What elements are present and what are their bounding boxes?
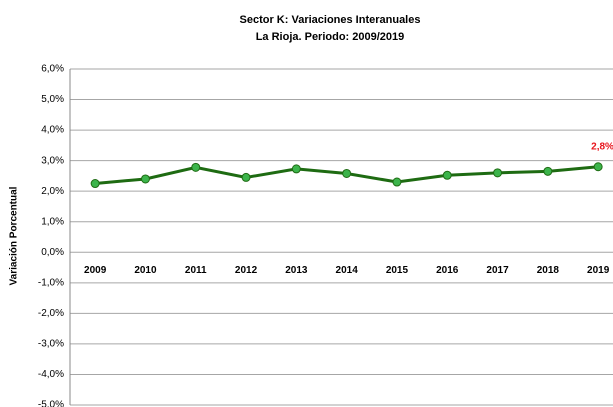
y-tick-label: -5,0% [38, 400, 64, 407]
point [392, 177, 402, 187]
point [493, 168, 503, 178]
y-tick-label: 4,0% [41, 125, 64, 136]
y-axis-label: Variación Porcentual [9, 186, 20, 285]
point [442, 170, 452, 180]
x-tick-label: 2015 [386, 265, 409, 276]
x-tick-label: 2011 [185, 265, 207, 276]
point [593, 162, 603, 172]
point [140, 174, 150, 184]
y-tick-label: 5,0% [41, 94, 64, 105]
point [543, 166, 553, 176]
x-tick-label: 2013 [285, 265, 308, 276]
chart-title: Sector K: Variaciones Interanuales [240, 14, 421, 26]
y-tick-label: -1,0% [38, 277, 64, 288]
point [191, 162, 201, 172]
point [90, 179, 100, 189]
y-tick-label: 6,0% [41, 64, 64, 75]
y-tick-label: 1,0% [41, 216, 64, 227]
x-tick-label: 2009 [84, 265, 107, 276]
y-tick-label: 0,0% [41, 247, 64, 258]
point [241, 172, 251, 182]
data-label: 2,8% [591, 141, 613, 152]
x-tick-label: 2019 [587, 265, 610, 276]
x-tick-label: 2017 [486, 265, 509, 276]
y-tick-label: -2,0% [38, 308, 64, 319]
x-tick-label: 2014 [336, 265, 359, 276]
x-tick-label: 2010 [134, 265, 157, 276]
x-tick-label: 2018 [537, 265, 560, 276]
y-tick-label: -4,0% [38, 369, 64, 380]
y-tick-label: 2,0% [41, 186, 64, 197]
y-tick-label: -3,0% [38, 339, 64, 350]
point [342, 168, 352, 178]
x-tick-label: 2016 [436, 265, 459, 276]
point [291, 164, 301, 174]
chart-subtitle: La Rioja. Periodo: 2009/2019 [256, 31, 405, 43]
x-tick-label: 2012 [235, 265, 258, 276]
y-tick-label: 3,0% [41, 155, 64, 166]
